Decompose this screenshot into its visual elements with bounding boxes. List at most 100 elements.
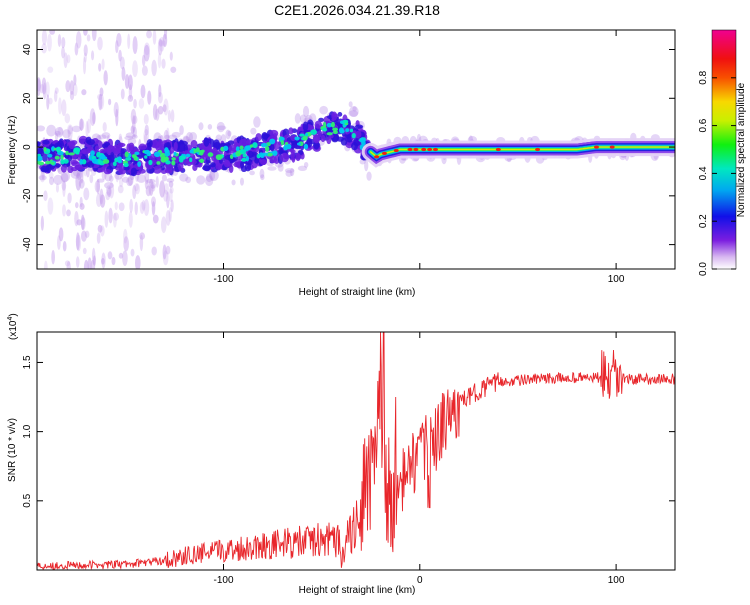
band-blob — [295, 152, 301, 162]
noise-blob — [168, 188, 173, 203]
band-blob — [306, 137, 313, 148]
peak-spot — [45, 148, 51, 152]
top-y-axis-label: Frequency (Hz) — [7, 116, 18, 185]
noise-blob — [83, 44, 88, 57]
halo-blob — [164, 134, 170, 140]
noise-blob — [75, 256, 80, 268]
max-spot — [374, 155, 380, 159]
colorbar: 0.0 0.2 0.4 0.6 0.8 Normalized spectral ampl… — [698, 29, 747, 276]
y-multiplier-exponent: 4 — [7, 317, 14, 321]
peak-spot — [171, 160, 176, 166]
noise-blob — [123, 236, 129, 252]
noise-blob — [165, 209, 171, 226]
halo-blob — [179, 125, 184, 136]
peak-spot — [305, 133, 309, 137]
noise-blob — [78, 118, 85, 131]
peak-spot — [68, 152, 75, 156]
noise-blob — [162, 33, 168, 47]
noise-blob — [139, 201, 145, 214]
halo-blob — [132, 126, 137, 138]
max-spot — [427, 147, 433, 152]
noise-blob — [85, 120, 89, 138]
noise-blob — [158, 39, 163, 47]
peak-spot — [123, 162, 129, 168]
band-blob — [203, 137, 210, 147]
noise-blob — [161, 58, 166, 69]
noise-blob — [62, 204, 66, 217]
band-blob — [54, 163, 61, 168]
band-blob — [312, 134, 321, 142]
noise-blob — [86, 118, 91, 134]
halo-blob — [267, 166, 277, 171]
peak-spot — [345, 128, 350, 133]
peak-spot — [235, 150, 242, 157]
peak-spot — [37, 156, 43, 162]
band-blob — [330, 131, 339, 142]
top-y-tick-label: -40 — [22, 237, 33, 252]
noise-blob — [106, 187, 112, 198]
peak-spot — [272, 150, 278, 156]
peak-spot — [117, 159, 122, 164]
halo-blob — [249, 170, 255, 176]
noise-blob — [40, 215, 44, 231]
noise-blob — [116, 32, 122, 47]
band-blob — [320, 134, 326, 143]
band-blob — [355, 130, 362, 138]
noise-blob — [83, 52, 88, 63]
noise-blob — [41, 30, 48, 46]
band-blob — [152, 165, 162, 174]
band-blob — [211, 147, 218, 155]
band-blob — [150, 139, 159, 149]
band-blob — [138, 145, 147, 150]
band-blob — [269, 143, 275, 152]
peak-spot — [297, 142, 301, 146]
halo-blob — [127, 174, 134, 186]
noise-blob — [73, 74, 77, 86]
top-y-tick-label: 40 — [22, 44, 33, 56]
peak-spot — [235, 146, 240, 152]
noise-blob — [101, 258, 105, 265]
halo-blob — [48, 176, 55, 186]
colorbar-tick-label: 0.8 — [698, 70, 709, 84]
noise-blob — [62, 180, 66, 198]
top-x-tick-label: 100 — [608, 274, 625, 285]
peak-spot — [302, 135, 308, 141]
band-blob — [192, 163, 198, 172]
noise-blob — [162, 244, 167, 260]
noise-blob — [139, 234, 144, 252]
band-blob — [244, 162, 252, 172]
halo-blob — [299, 114, 307, 124]
peak-spot — [349, 128, 354, 133]
noise-blob — [112, 212, 117, 228]
halo-blob — [227, 130, 232, 137]
halo-blob — [71, 125, 81, 133]
peak-spot — [267, 152, 273, 157]
top-y-tick-label: 0 — [22, 144, 33, 150]
noise-blob — [83, 30, 88, 36]
bottom-axis-ticks: -100 0 100 0.5 1.0 1.5 — [22, 332, 675, 586]
noise-blob — [158, 84, 162, 98]
noise-blob — [132, 36, 138, 54]
noise-blob — [169, 186, 174, 194]
noise-blob — [67, 125, 73, 142]
noise-blob — [58, 227, 64, 242]
band-blob — [112, 144, 121, 155]
noise-blob — [98, 93, 105, 110]
peak-spot — [164, 149, 170, 154]
peak-spot — [45, 160, 51, 165]
noise-blob — [134, 201, 138, 216]
max-spot — [593, 145, 599, 149]
noise-blob — [67, 124, 74, 135]
peak-spot — [160, 156, 167, 163]
peak-spot — [299, 133, 305, 137]
noise-blob — [133, 183, 139, 192]
peak-spot — [280, 137, 285, 141]
band-blob — [314, 120, 322, 129]
band-blob — [67, 154, 73, 162]
noise-blob — [168, 207, 172, 223]
halo-blob — [209, 170, 216, 181]
noise-blob — [132, 185, 137, 200]
peak-spot — [338, 127, 344, 133]
peak-spot — [260, 143, 268, 148]
halo-blob — [126, 177, 133, 187]
